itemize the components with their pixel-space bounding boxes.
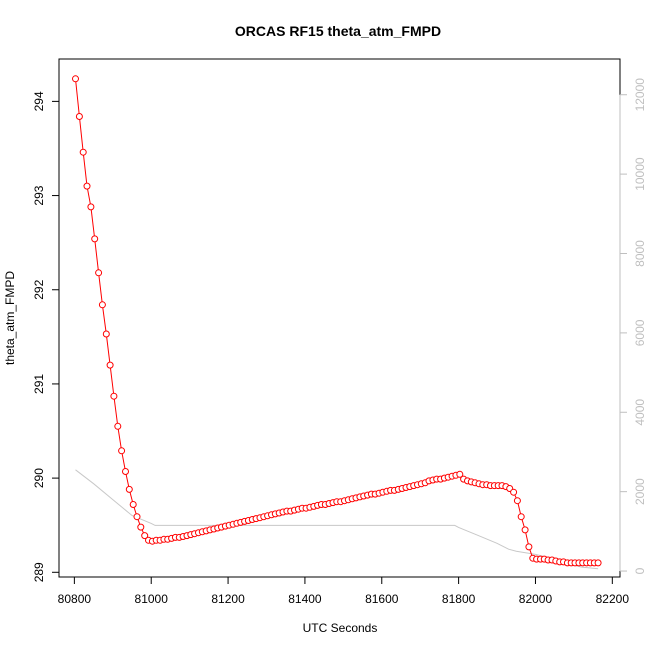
x-tick-label: 80800 — [58, 592, 92, 606]
data-point — [125, 485, 133, 493]
data-point — [87, 203, 95, 211]
y-tick-label: 293 — [32, 185, 46, 205]
x-tick-label: 82200 — [596, 592, 630, 606]
data-point — [122, 468, 129, 475]
y-tick-label: 289 — [32, 562, 46, 582]
data-point — [72, 75, 79, 83]
y2-tick-label: 10000 — [633, 157, 647, 191]
data-point — [79, 148, 87, 156]
data-point — [133, 513, 141, 521]
y-axis-label: theta_atm_FMPD — [3, 271, 17, 365]
x-tick-label: 81000 — [135, 592, 169, 606]
y2-axis: 0 2000 4000 6000 8000 10000 12000 — [619, 78, 647, 574]
data-point — [83, 182, 91, 190]
data-point — [594, 559, 602, 567]
x-tick-label: 81400 — [288, 592, 322, 606]
x-axis-label: UTC Seconds — [303, 621, 378, 635]
x-tick-label: 82000 — [519, 592, 553, 606]
y-tick-label: 291 — [32, 374, 46, 394]
y-axis: 289 290 291 292 293 294 — [32, 91, 59, 582]
y2-tick-label: 4000 — [633, 399, 647, 426]
data-point — [129, 501, 137, 508]
data-point — [141, 532, 149, 540]
x-tick-label: 81600 — [365, 592, 399, 606]
y2-tick-label: 2000 — [633, 478, 647, 505]
data-point — [521, 526, 529, 534]
data-point — [91, 235, 99, 243]
data-point — [102, 330, 110, 338]
y-tick-label: 290 — [32, 468, 46, 488]
x-axis: 80800 81000 81200 81400 81600 81800 82000 82200 — [58, 576, 630, 606]
y2-tick-label: 6000 — [633, 319, 647, 346]
data-point — [517, 513, 525, 521]
chart-title: ORCAS RF15 theta_atm_FMPD — [235, 23, 441, 39]
data-point — [456, 470, 464, 478]
y2-tick-label: 0 — [633, 567, 647, 574]
data-point — [118, 447, 126, 455]
x-tick-label: 81800 — [442, 592, 476, 606]
data-point — [137, 523, 145, 531]
data-point — [75, 113, 83, 120]
data-point — [106, 361, 114, 369]
data-point — [525, 543, 533, 551]
data-point — [95, 269, 103, 277]
series-layer — [72, 75, 602, 570]
x-tick-label: 81200 — [211, 592, 245, 606]
y2-tick-label: 12000 — [633, 78, 647, 112]
data-point — [110, 392, 118, 400]
data-point — [513, 497, 521, 505]
data-point — [114, 422, 122, 430]
primary-series-line — [75, 78, 599, 564]
y-tick-label: 292 — [32, 279, 46, 299]
y2-tick-label: 8000 — [633, 240, 647, 267]
y-tick-label: 294 — [32, 91, 46, 111]
data-point — [510, 488, 518, 496]
data-point — [98, 301, 106, 309]
